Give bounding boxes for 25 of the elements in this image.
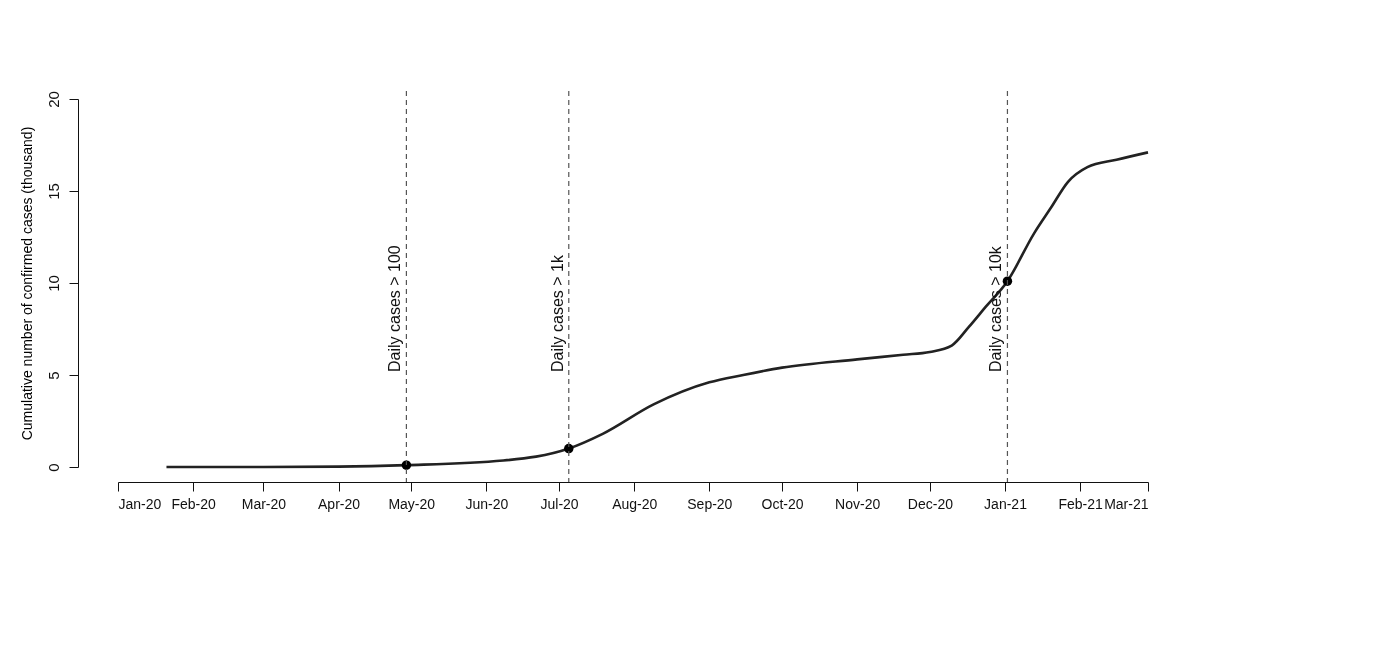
x-tick-label: Oct-20 (761, 495, 804, 512)
x-tick-label: Nov-20 (835, 495, 881, 512)
x-tick-label: Apr-20 (318, 495, 361, 512)
x-tick-label: Sep-20 (687, 495, 733, 512)
x-tick-label: Feb-21 (1058, 495, 1104, 512)
x-tick-label: Mar-21 (1104, 495, 1149, 512)
x-tick-label: Mar-20 (241, 495, 287, 512)
y-tick-label: 5 (44, 371, 62, 380)
x-tick-label: Jul-20 (540, 495, 579, 512)
x-tick-label: Dec-20 (907, 495, 954, 512)
y-tick-label: 20 (44, 91, 62, 108)
y-tick-label: 10 (44, 275, 62, 292)
x-tick-label: Feb-20 (171, 495, 217, 512)
line-series (165, 151, 1150, 469)
x-tick-label: Aug-20 (612, 495, 658, 512)
x-tick-label: May-20 (388, 495, 436, 512)
point (564, 443, 574, 454)
x-tick-label: Jan-20 (118, 495, 162, 512)
y-tick-label: 0 (44, 463, 62, 472)
y-axis-title: Cumulative number of confirmed cases (thousand) (18, 126, 35, 441)
x-tick-label: Jun-20 (465, 495, 509, 512)
ref-line-label: Daily cases > 1k (548, 254, 566, 372)
ref-line-label: Daily cases > 100 (386, 245, 404, 372)
y-tick-label: 15 (44, 183, 62, 200)
x-tick-label: Jan-21 (984, 495, 1028, 512)
